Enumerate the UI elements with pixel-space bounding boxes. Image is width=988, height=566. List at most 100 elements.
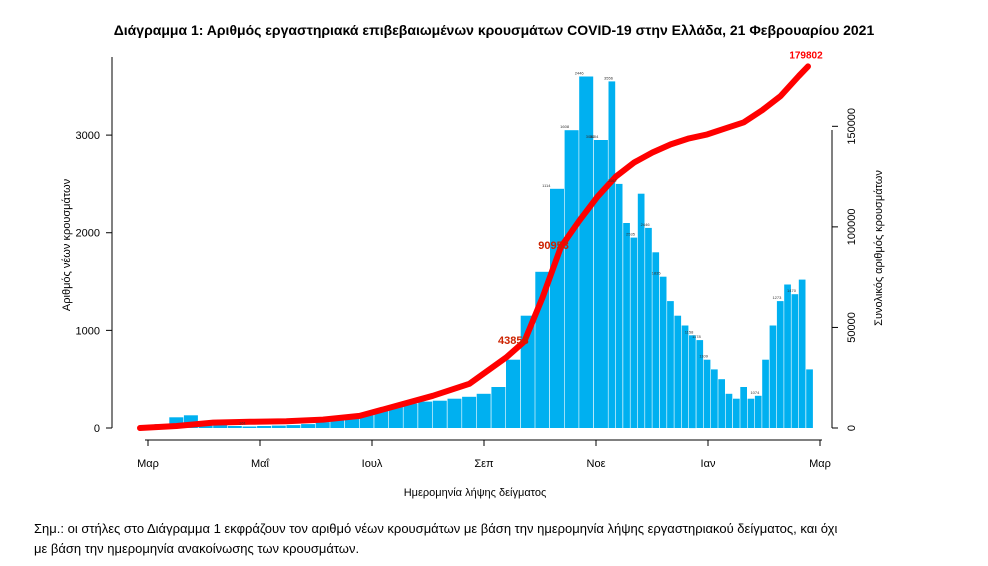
bar <box>286 425 301 428</box>
bar <box>630 237 638 428</box>
x-ticks-layer: Μαρ Μαΐ Ιουλ Σεπ Νοε Ιαν Μαρ <box>137 440 831 470</box>
bar-value-label: 1109 <box>699 354 708 359</box>
bar <box>703 359 711 428</box>
bar-value-label: 2446 <box>641 222 651 227</box>
y2-ticks-layer: 0 50000 100000 150000 <box>832 108 858 431</box>
bar <box>659 276 667 428</box>
bar <box>593 140 608 428</box>
bar-value-label: 161 <box>239 421 246 426</box>
bar <box>345 418 359 428</box>
bar <box>740 387 747 428</box>
bar <box>784 284 791 428</box>
bar-value-label: 1273 <box>772 295 782 300</box>
bar <box>718 379 725 428</box>
bar-value-label: 1608 <box>560 124 570 129</box>
bar-value-label: 1470 <box>787 288 797 293</box>
bar <box>330 420 345 428</box>
x-tick-label: Σεπ <box>474 458 494 470</box>
bar <box>550 188 564 428</box>
bar-value-label: 3062 <box>608 178 618 183</box>
bar <box>711 369 718 428</box>
x-tick-label: Νοε <box>587 458 606 470</box>
y2-tick-label: 100000 <box>846 209 858 246</box>
bar <box>645 227 652 428</box>
bar <box>769 325 777 428</box>
annotation-label: 90953 <box>538 240 569 252</box>
bar <box>798 279 806 428</box>
bar <box>747 398 755 428</box>
bar <box>447 398 462 428</box>
bar-value-labels-layer: 3604 3556 3082 3062 2535 2446 2446 1835 1608 1470… <box>239 71 797 426</box>
bar <box>652 252 660 428</box>
bar <box>257 426 272 428</box>
bar-value-label: 1178 <box>692 334 701 339</box>
annotation-label: 179802 <box>789 50 823 61</box>
bar <box>667 301 674 428</box>
bar-value-label: 1158 <box>685 329 694 334</box>
bar-value-label: 1835 <box>652 271 662 276</box>
bar <box>271 425 286 428</box>
x-tick-label: Ιουλ <box>362 458 383 470</box>
bar <box>242 426 257 428</box>
bar <box>623 223 630 428</box>
bar <box>762 359 769 428</box>
bar <box>564 130 579 428</box>
x-tick-label: Μαΐ <box>251 458 270 470</box>
cumulative-line <box>137 63 811 431</box>
bar <box>403 403 418 428</box>
bar <box>169 417 184 428</box>
y2-tick-label: 50000 <box>846 312 858 343</box>
bar <box>776 301 784 428</box>
y-axis-title: Αριθμός νέων κρουσμάτων <box>61 178 73 311</box>
bar <box>725 393 733 428</box>
bar <box>754 395 762 428</box>
y-tick-label: 1000 <box>76 325 100 337</box>
bar <box>462 396 477 428</box>
y2-tick-label: 150000 <box>846 108 858 145</box>
y-tick-label: 3000 <box>76 130 100 142</box>
bar <box>615 183 623 428</box>
y-tick-label: 0 <box>94 423 100 435</box>
bar <box>806 369 813 428</box>
bar-value-label: 2535 <box>626 232 636 237</box>
chart-canvas: 0 1000 2000 3000 0 50000 100000 150000 Μαρ Μαΐ Ι… <box>61 50 885 499</box>
bar-value-label: 1114 <box>542 183 551 188</box>
bar <box>681 325 689 428</box>
footnote: Σημ.: οι στήλες στο Διάγραμμα 1 εκφράζου… <box>34 519 934 559</box>
footnote-line-1: Σημ.: οι στήλες στο Διάγραμμα 1 εκφράζου… <box>34 521 838 536</box>
footnote-line-2: με βάση την ημερομηνία ανακοίνωσης των κ… <box>34 541 360 556</box>
bar-value-label: 2446 <box>575 71 585 76</box>
y2-axis-title: Συνολικός αριθμός κρουσμάτων <box>873 170 885 326</box>
bar <box>388 406 403 428</box>
x-axis-title: Ημερομηνία λήψης δείγματος <box>404 487 547 499</box>
bar <box>674 315 682 428</box>
annotation-label: 43858 <box>498 335 529 347</box>
annotations-layer: 179802 90953 43858 <box>498 50 823 346</box>
bar-value-label: 3556 <box>604 75 614 80</box>
bar-value-label: 3604 <box>589 134 599 139</box>
bar <box>432 400 447 428</box>
bar-value-label: 1074 <box>750 390 760 395</box>
bar <box>689 335 696 429</box>
bar <box>476 393 491 428</box>
y-tick-label: 2000 <box>76 228 100 240</box>
bar <box>301 424 316 428</box>
bar <box>418 401 433 428</box>
bar-value-label: 3082 <box>586 134 596 139</box>
cumulative-line-layer <box>137 63 811 431</box>
y-ticks-layer: 0 1000 2000 3000 <box>76 130 112 435</box>
x-tick-label: Ιαν <box>701 458 716 470</box>
bar <box>213 425 228 428</box>
bar <box>579 76 594 428</box>
bar <box>637 193 645 428</box>
chart-title: Διάγραμμα 1: Αριθμός εργαστηριακά επιβεβ… <box>113 22 875 38</box>
x-tick-label: Μαρ <box>809 458 831 470</box>
x-tick-label: Μαρ <box>137 458 159 470</box>
bar <box>696 340 704 428</box>
bar <box>733 398 740 428</box>
bar <box>491 387 506 428</box>
bar <box>374 410 389 428</box>
bar <box>608 81 616 429</box>
bar <box>227 426 242 428</box>
bar <box>791 294 799 428</box>
